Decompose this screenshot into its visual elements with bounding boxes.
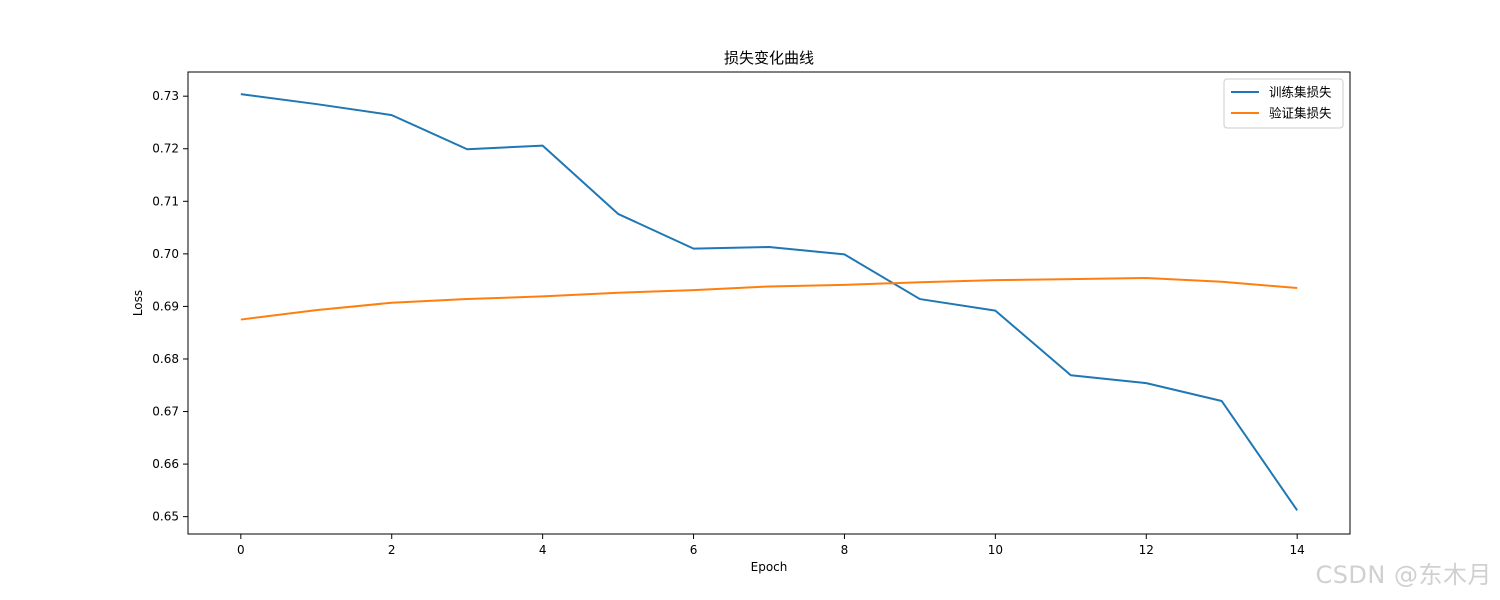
legend-label: 验证集损失 xyxy=(1269,106,1332,121)
x-tick-label: 10 xyxy=(988,543,1003,557)
y-tick-label: 0.72 xyxy=(152,142,179,156)
x-axis-label: Epoch xyxy=(751,560,788,574)
legend-label: 训练集损失 xyxy=(1269,85,1332,100)
series-line-2 xyxy=(240,277,1298,321)
watermark: CSDN @东木月 xyxy=(1315,561,1492,589)
x-tick-label: 2 xyxy=(388,543,396,557)
series-line-1 xyxy=(240,93,1299,511)
y-tick-label: 0.73 xyxy=(152,89,179,103)
y-tick-label: 0.65 xyxy=(152,510,179,524)
x-tick-label: 4 xyxy=(539,543,547,557)
y-tick-label: 0.70 xyxy=(152,247,179,261)
y-tick-label: 0.71 xyxy=(152,194,179,208)
y-tick-label: 0.66 xyxy=(152,457,179,471)
x-axis: 0 2 4 6 8 10 12 14 xyxy=(237,534,1305,557)
y-tick-label: 0.68 xyxy=(152,352,179,366)
series-layer xyxy=(240,93,1299,511)
y-tick-label: 0.67 xyxy=(152,405,179,419)
y-axis: 0.65 0.66 0.67 0.68 0.69 0.70 0.71 0.72 0.73 xyxy=(152,89,188,524)
y-axis-label: Loss xyxy=(131,290,145,316)
x-tick-label: 12 xyxy=(1139,543,1154,557)
x-tick-label: 0 xyxy=(237,543,245,557)
plot-frame xyxy=(187,71,1351,535)
x-tick-label: 14 xyxy=(1290,543,1305,557)
x-tick-label: 6 xyxy=(690,543,698,557)
x-tick-label: 8 xyxy=(841,543,849,557)
y-tick-label: 0.69 xyxy=(152,299,179,313)
chart-title: 损失变化曲线 xyxy=(724,49,814,67)
